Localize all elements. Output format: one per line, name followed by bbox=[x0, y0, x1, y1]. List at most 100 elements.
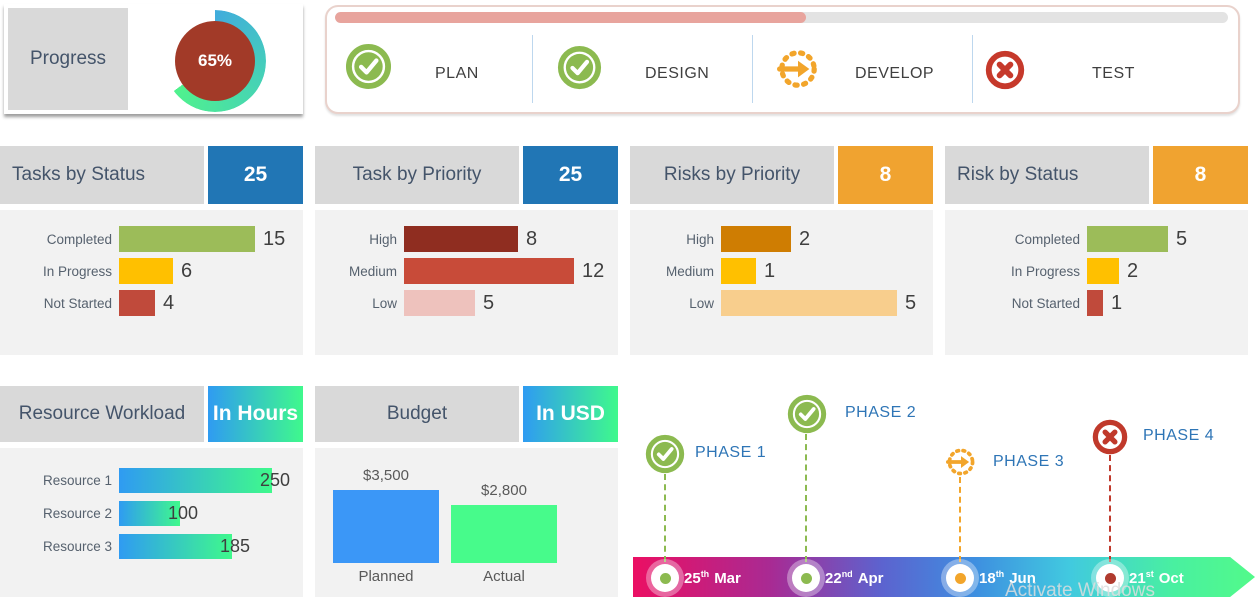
card-header: Resource Workload In Hours bbox=[0, 386, 303, 442]
card-header: Budget In USD bbox=[315, 386, 618, 442]
chart-row: In Progress 2 bbox=[945, 258, 1248, 284]
phase-progress-track bbox=[335, 12, 1228, 23]
column-chart: $3,500 Planned $2,800 Actual bbox=[315, 448, 618, 597]
column-bar bbox=[333, 490, 439, 563]
bar-chart: High 8 Medium 12 Low 5 bbox=[315, 210, 618, 355]
bar-label: Medium bbox=[348, 263, 397, 279]
milestone-date: 18th Jun bbox=[979, 569, 1036, 587]
card-header: Tasks by Status 25 bbox=[0, 146, 303, 204]
total-badge: 25 bbox=[523, 146, 618, 204]
timeline-marker bbox=[792, 564, 820, 592]
chart-row: High 8 bbox=[315, 226, 618, 252]
timeline-connector bbox=[664, 474, 666, 562]
stat-cards-row: Tasks by Status 25 Completed 1 5 In Progres… bbox=[0, 146, 1248, 355]
phase-2-label: PHASE 2 bbox=[845, 404, 917, 421]
bar-label: Low bbox=[689, 295, 714, 311]
bar bbox=[119, 468, 272, 493]
bar-value: 6 bbox=[181, 259, 193, 282]
progress-donut-chart: 65% bbox=[164, 10, 266, 112]
bar-label: High bbox=[686, 231, 714, 247]
phase-plan-label: PLAN bbox=[435, 65, 479, 82]
total-badge: 8 bbox=[838, 146, 933, 204]
bar-value: 4 bbox=[163, 291, 175, 314]
resource-workload-card: Resource Workload In Hours Resource 1 250… bbox=[0, 386, 303, 597]
marker-dot bbox=[1104, 572, 1116, 584]
bar bbox=[119, 226, 255, 252]
timeline-marker bbox=[651, 564, 679, 592]
bar-label: Not Started bbox=[1011, 295, 1080, 311]
chart-row: Not Started 4 bbox=[0, 290, 303, 316]
chart-row: Resource 1 250 bbox=[0, 468, 303, 493]
card-title: Budget bbox=[315, 386, 519, 442]
timeline-connector bbox=[1109, 455, 1111, 562]
chart-row: Not Started 1 bbox=[945, 290, 1248, 316]
timeline-connector bbox=[959, 477, 961, 562]
check-circle-icon bbox=[645, 434, 685, 474]
bar-label: Completed bbox=[1014, 231, 1080, 247]
bar bbox=[1087, 258, 1119, 284]
column-label: Actual bbox=[483, 568, 525, 585]
bar bbox=[119, 290, 155, 316]
card-title: Task by Priority bbox=[315, 146, 519, 204]
chart-row: Low 5 bbox=[630, 290, 933, 316]
card-header: Risk by Status 8 bbox=[945, 146, 1248, 204]
bar bbox=[404, 226, 518, 252]
bar bbox=[721, 258, 756, 284]
chart-row: High 2 bbox=[630, 226, 933, 252]
column-label: Planned bbox=[358, 568, 414, 585]
bar bbox=[119, 534, 232, 559]
divider bbox=[752, 35, 753, 103]
check-circle-icon bbox=[557, 45, 602, 90]
bar-value: 2 bbox=[799, 227, 811, 250]
bar-label: Completed bbox=[46, 231, 112, 247]
card-title: Resource Workload bbox=[0, 386, 204, 442]
chart-row: Completed 5 bbox=[945, 226, 1248, 252]
phase-design-label: DESIGN bbox=[645, 65, 710, 82]
budget-actual-column: $2,800 Actual bbox=[451, 482, 557, 585]
bar-label: Resource 2 bbox=[42, 506, 112, 521]
tasks-by-status-card: Tasks by Status 25 Completed 15 In Progres… bbox=[0, 146, 303, 355]
bar-label: High bbox=[369, 231, 397, 247]
total-badge: 25 bbox=[208, 146, 303, 204]
phase-develop-label: DEVELOP bbox=[855, 65, 935, 82]
phase-1-label: PHASE 1 bbox=[695, 444, 767, 461]
bar-chart: Resource 1 250 Resource 2 100 Resource 3 185 bbox=[0, 448, 303, 597]
bar-value: 5 bbox=[483, 291, 495, 314]
milestone-date: 22nd Apr bbox=[825, 569, 884, 587]
bar-value: 5 bbox=[1176, 227, 1188, 250]
bar bbox=[721, 290, 897, 316]
column-value: $3,500 bbox=[363, 467, 409, 484]
unit-badge: In Hours bbox=[208, 386, 303, 442]
bar-label: Not Started bbox=[43, 295, 112, 311]
card-title: Risks by Priority bbox=[630, 146, 834, 204]
card-header: Risks by Priority 8 bbox=[630, 146, 933, 204]
timeline-arrow-bar bbox=[633, 557, 1255, 597]
budget-planned-column: $3,500 Planned bbox=[333, 467, 439, 585]
bar-label: Resource 3 bbox=[42, 539, 112, 554]
task-by-priority-card: Task by Priority 25 High 8 Medium 12 Low 5 bbox=[315, 146, 618, 355]
bar-value: 1 bbox=[764, 259, 776, 282]
unit-badge: In USD bbox=[523, 386, 618, 442]
column-value: $2,800 bbox=[481, 482, 527, 499]
risk-by-status-card: Risk by Status 8 Completed 5 In Progress 2 N… bbox=[945, 146, 1248, 355]
chart-row: Medium 12 bbox=[315, 258, 618, 284]
card-title: Risk by Status bbox=[945, 146, 1149, 204]
bar-chart: Completed 15 In Progress 6 Not Started 4 bbox=[0, 210, 303, 355]
chart-row: Resource 3 185 bbox=[0, 534, 303, 559]
milestone-date: 25th Mar bbox=[684, 569, 741, 587]
bar bbox=[721, 226, 791, 252]
bar bbox=[404, 258, 574, 284]
marker-dot bbox=[659, 572, 671, 584]
chart-row: Medium 1 bbox=[630, 258, 933, 284]
check-circle-icon bbox=[787, 394, 827, 434]
chart-row: Low 5 bbox=[315, 290, 618, 316]
column-bar bbox=[451, 505, 557, 563]
bar-label: In Progress bbox=[1010, 263, 1080, 279]
milestone-date: 21st Oct bbox=[1129, 569, 1184, 587]
phase-test-label: TEST bbox=[1092, 65, 1135, 82]
bar-label: Resource 1 bbox=[42, 473, 112, 488]
bar-value: 185 bbox=[220, 536, 251, 556]
card-header: Task by Priority 25 bbox=[315, 146, 618, 204]
marker-dot bbox=[800, 572, 812, 584]
